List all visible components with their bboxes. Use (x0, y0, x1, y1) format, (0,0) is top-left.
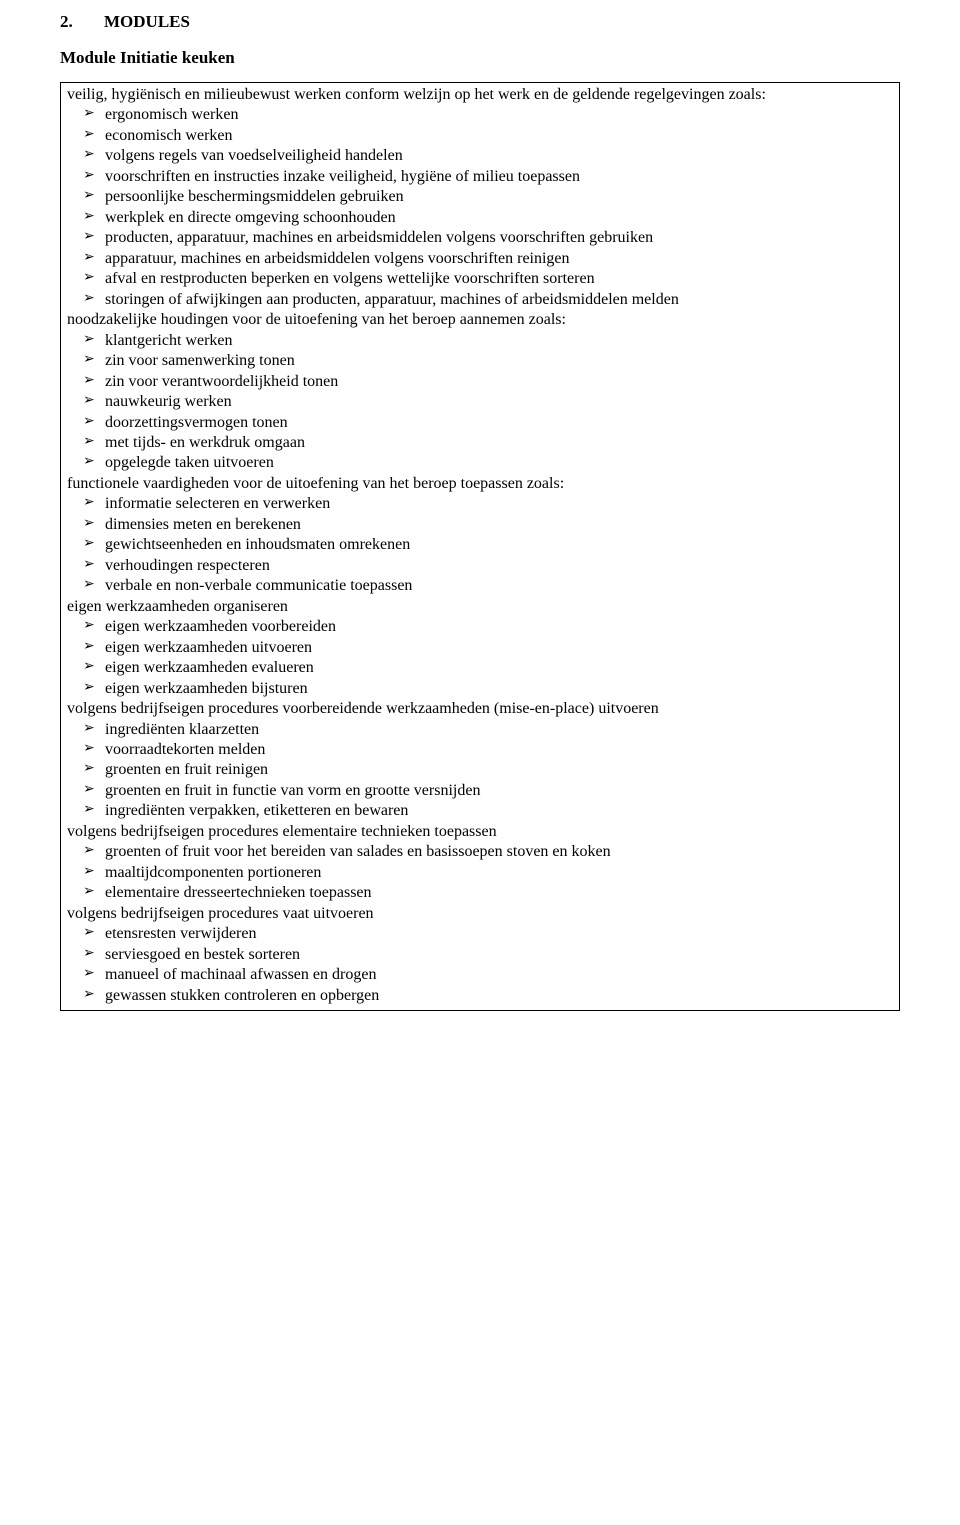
list-item: opgelegde taken uitvoeren (67, 453, 893, 473)
group-intro: volgens bedrijfseigen procedures element… (67, 822, 893, 842)
list-item: klantgericht werken (67, 331, 893, 351)
group-intro: eigen werkzaamheden organiseren (67, 597, 893, 617)
list-item: storingen of afwijkingen aan producten, … (67, 290, 893, 310)
list-item: eigen werkzaamheden voorbereiden (67, 617, 893, 637)
group-intro: noodzakelijke houdingen voor de uitoefen… (67, 310, 893, 330)
list-item: met tijds- en werkdruk omgaan (67, 433, 893, 453)
list-item: eigen werkzaamheden bijsturen (67, 679, 893, 699)
section-title: MODULES (104, 12, 190, 31)
group-intro: volgens bedrijfseigen procedures vaat ui… (67, 904, 893, 924)
list-item: werkplek en directe omgeving schoonhoude… (67, 208, 893, 228)
list-item: groenten en fruit reinigen (67, 760, 893, 780)
list-item: doorzettingsvermogen tonen (67, 413, 893, 433)
list-item: ingrediënten klaarzetten (67, 720, 893, 740)
list-item: verbale en non-verbale communicatie toep… (67, 576, 893, 596)
group-intro: veilig, hygiënisch en milieubewust werke… (67, 85, 893, 105)
bullet-list: eigen werkzaamheden voorbereiden eigen w… (67, 617, 893, 699)
list-item: elementaire dresseertechnieken toepassen (67, 883, 893, 903)
list-item: voorraadtekorten melden (67, 740, 893, 760)
bullet-list: ingrediënten klaarzetten voorraadtekorte… (67, 720, 893, 822)
section-heading: 2.MODULES (60, 12, 900, 32)
list-item: eigen werkzaamheden evalueren (67, 658, 893, 678)
list-item: economisch werken (67, 126, 893, 146)
list-item: maaltijdcomponenten portioneren (67, 863, 893, 883)
bullet-list: groenten of fruit voor het bereiden van … (67, 842, 893, 903)
list-item: zin voor verantwoordelijkheid tonen (67, 372, 893, 392)
list-item: groenten en fruit in functie van vorm en… (67, 781, 893, 801)
module-title: Module Initiatie keuken (60, 48, 900, 68)
group-intro: functionele vaardigheden voor de uitoefe… (67, 474, 893, 494)
list-item: eigen werkzaamheden uitvoeren (67, 638, 893, 658)
list-item: afval en restproducten beperken en volge… (67, 269, 893, 289)
list-item: serviesgoed en bestek sorteren (67, 945, 893, 965)
section-number: 2. (60, 12, 104, 32)
list-item: ingrediënten verpakken, etiketteren en b… (67, 801, 893, 821)
bullet-list: etensresten verwijderen serviesgoed en b… (67, 924, 893, 1006)
list-item: dimensies meten en berekenen (67, 515, 893, 535)
list-item: nauwkeurig werken (67, 392, 893, 412)
bullet-list: klantgericht werken zin voor samenwerkin… (67, 331, 893, 474)
list-item: zin voor samenwerking tonen (67, 351, 893, 371)
content-cell: veilig, hygiënisch en milieubewust werke… (61, 83, 900, 1011)
list-item: groenten of fruit voor het bereiden van … (67, 842, 893, 862)
bullet-list: ergonomisch werken economisch werken vol… (67, 105, 893, 310)
list-item: producten, apparatuur, machines en arbei… (67, 228, 893, 248)
list-item: verhoudingen respecteren (67, 556, 893, 576)
list-item: voorschriften en instructies inzake veil… (67, 167, 893, 187)
list-item: etensresten verwijderen (67, 924, 893, 944)
list-item: persoonlijke beschermingsmiddelen gebrui… (67, 187, 893, 207)
list-item: gewassen stukken controleren en opbergen (67, 986, 893, 1006)
list-item: apparatuur, machines en arbeidsmiddelen … (67, 249, 893, 269)
list-item: informatie selecteren en verwerken (67, 494, 893, 514)
bullet-list: informatie selecteren en verwerken dimen… (67, 494, 893, 596)
content-box: veilig, hygiënisch en milieubewust werke… (60, 82, 900, 1011)
list-item: manueel of machinaal afwassen en drogen (67, 965, 893, 985)
document-page: 2.MODULES Module Initiatie keuken veilig… (0, 0, 960, 1051)
list-item: volgens regels van voedselveiligheid han… (67, 146, 893, 166)
list-item: ergonomisch werken (67, 105, 893, 125)
list-item: gewichtseenheden en inhoudsmaten omreken… (67, 535, 893, 555)
group-intro: volgens bedrijfseigen procedures voorber… (67, 699, 893, 719)
